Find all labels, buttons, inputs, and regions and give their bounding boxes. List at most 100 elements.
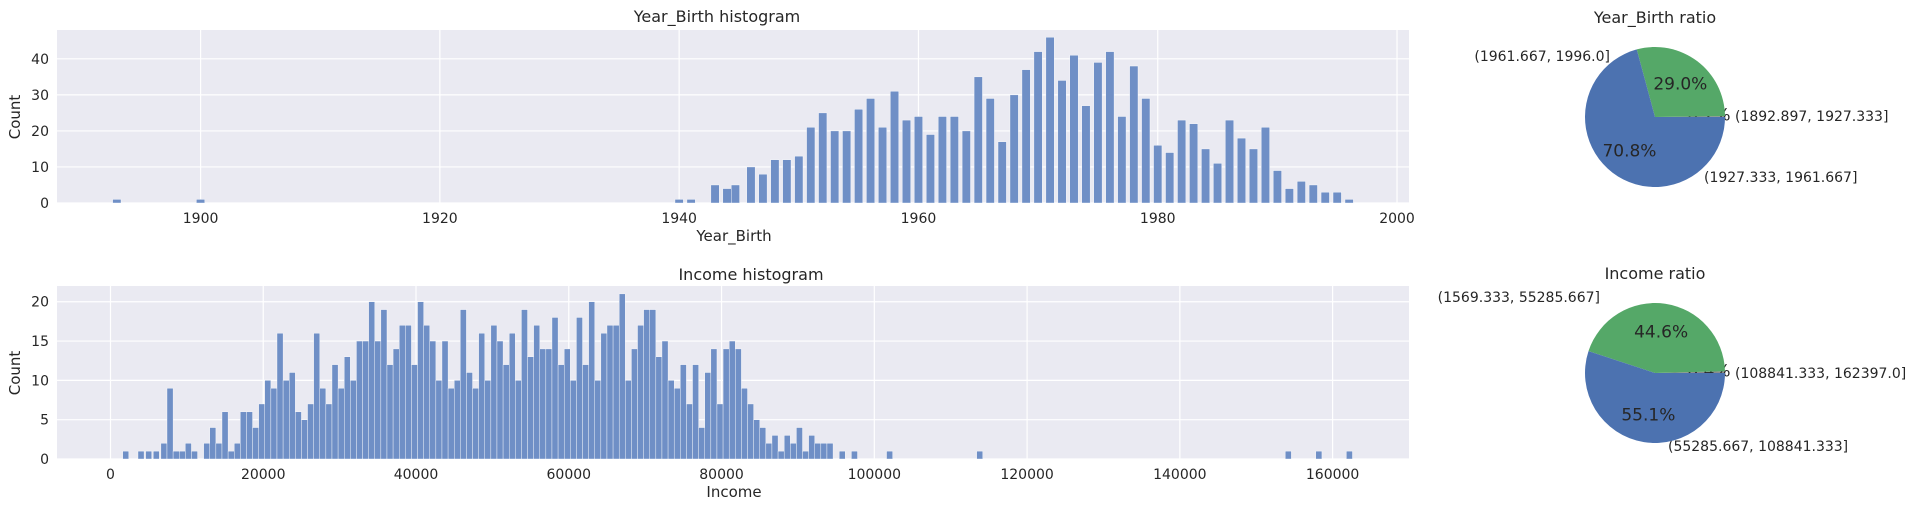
income-bar [374, 340, 382, 460]
income-bar [515, 380, 522, 460]
income-bar [976, 450, 983, 460]
year-bar [818, 112, 828, 204]
year-bar [914, 116, 923, 204]
income-bar [661, 340, 669, 460]
income-x-tick-label: 40000 [394, 467, 439, 483]
year-bar [1105, 51, 1115, 204]
year-pie-label: (1927.333, 1961.667] [1704, 170, 1857, 186]
income-y-tick-label: 10 [31, 373, 49, 389]
year-y-tick-labels: 0 10 20 30 40 [31, 52, 49, 212]
income-bar [594, 380, 602, 460]
income-bar [246, 411, 253, 460]
income-bar [380, 309, 388, 460]
income-y-tick-label: 5 [40, 413, 49, 429]
year-pie-label: (1961.667, 1996.0] [1474, 49, 1610, 65]
income-pie-slice [1655, 371, 1725, 373]
income-bar [570, 380, 577, 460]
year-bar [1081, 105, 1091, 204]
income-bar [808, 435, 815, 460]
income-bar [783, 435, 791, 460]
year-bar [1033, 51, 1043, 204]
income-bar [790, 443, 797, 460]
income-bar [295, 411, 302, 460]
income-bar [521, 309, 528, 460]
income-bar [508, 332, 516, 460]
income-bar [258, 403, 265, 460]
year-bar [1069, 55, 1079, 204]
year-x-tick-label: 1980 [1140, 211, 1176, 227]
income-pie-panel: Income ratio 0.4%(108841.333, 162397.0]4… [1438, 264, 1907, 455]
income-pie-label: (108841.333, 162397.0] [1735, 366, 1906, 382]
year-bar [1201, 148, 1210, 204]
year-bar [1141, 98, 1151, 204]
income-pie-label: (1569.333, 55285.667] [1438, 290, 1600, 306]
income-bar [160, 443, 168, 460]
income-bar [710, 348, 718, 460]
year-y-tick-label: 0 [40, 196, 49, 212]
income-bar [557, 364, 565, 460]
income-bar [551, 317, 559, 460]
year-bar [1261, 127, 1270, 204]
income-x-tick-label: 120000 [1000, 467, 1053, 483]
income-bar [625, 380, 632, 460]
income-pie-slice [1588, 303, 1725, 373]
year-bar [830, 130, 840, 204]
income-bar [227, 450, 235, 460]
year-x-tick-label: 1960 [901, 211, 937, 227]
income-bar [472, 388, 479, 460]
year-bar [770, 159, 780, 204]
year-bar [926, 134, 935, 204]
year-bar [949, 116, 959, 204]
income-bar [539, 348, 547, 460]
year-x-tick-label: 2000 [1379, 211, 1415, 227]
income-bar [735, 348, 742, 460]
income-bar [612, 325, 620, 460]
income-bar [122, 450, 130, 460]
income-y-tick-label: 15 [31, 334, 49, 350]
income-bar [576, 317, 583, 460]
income-bar [478, 332, 485, 460]
income-bar [460, 309, 467, 460]
income-bar [826, 443, 834, 460]
year-pie-percent: 29.0% [1653, 74, 1707, 94]
income-bar [282, 380, 290, 460]
income-bar [264, 380, 272, 460]
year-x-tick-label: 1920 [422, 211, 458, 227]
year-y-tick-label: 30 [31, 88, 49, 104]
income-bar [441, 340, 449, 460]
income-bar [606, 325, 614, 460]
income-bar [411, 364, 418, 460]
income-bar [356, 340, 363, 460]
income-bar [240, 411, 247, 460]
year-bar [794, 155, 804, 204]
income-bar [405, 325, 412, 460]
income-bar [172, 450, 180, 460]
year-x-tick-label: 1900 [183, 211, 219, 227]
income-pie-slice [1584, 351, 1725, 444]
income-bar [563, 348, 571, 460]
income-x-tick-label: 0 [106, 467, 115, 483]
year-bar [937, 116, 947, 204]
year-pie-label: (1892.897, 1927.333] [1735, 109, 1888, 125]
income-bar [179, 450, 186, 460]
income-bar [270, 388, 278, 460]
income-bar [221, 411, 229, 460]
income-bar [435, 380, 443, 460]
income-x-tick-label: 100000 [848, 467, 901, 483]
income-bar [453, 380, 461, 460]
year-y-tick-label: 20 [31, 124, 49, 140]
income-bar [704, 372, 712, 460]
income-bar [234, 443, 241, 460]
year-bar [842, 130, 852, 204]
year-bar [710, 184, 720, 204]
income-bar [765, 443, 773, 460]
income-bar [301, 419, 308, 460]
year-bar [1189, 123, 1199, 204]
income-x-tick-label: 140000 [1153, 467, 1206, 483]
income-x-tick-label: 80000 [699, 467, 744, 483]
income-bar [527, 356, 534, 460]
income-bar [1285, 450, 1292, 460]
year-bar [973, 76, 983, 204]
year-bar [1153, 145, 1163, 204]
